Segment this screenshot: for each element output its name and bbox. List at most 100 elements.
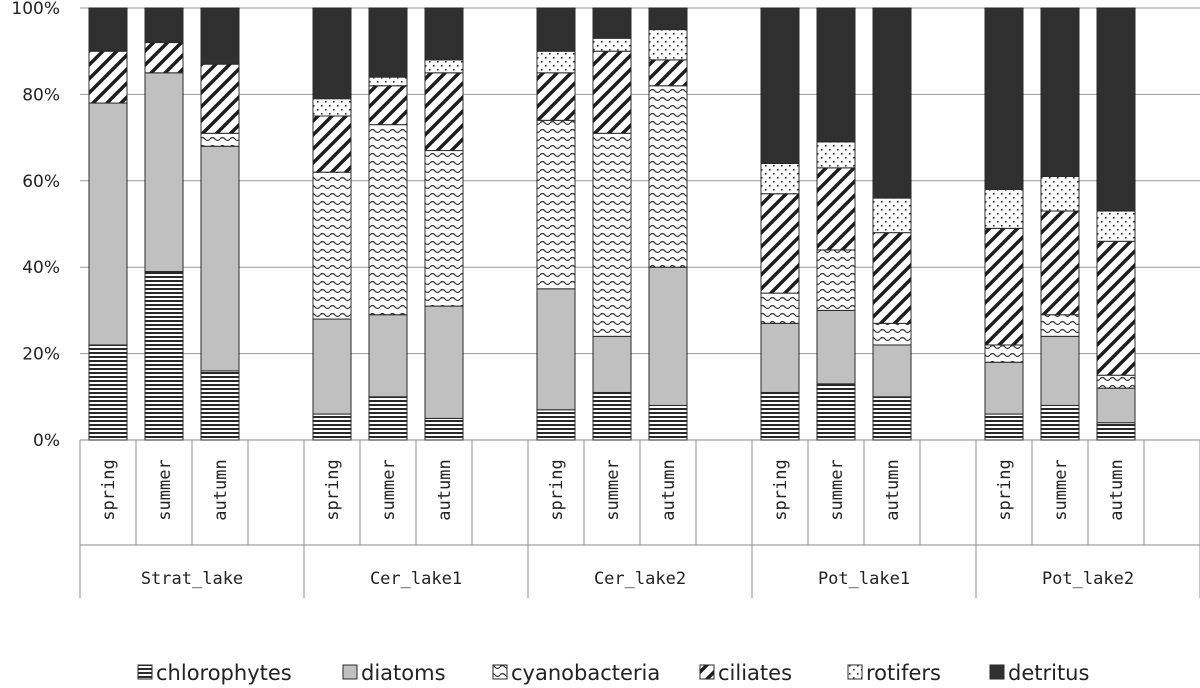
x-category-label: autumn [883, 459, 903, 520]
legend-swatch-detritus [989, 664, 1005, 680]
bar-segment-detritus [200, 7, 240, 65]
bar-segment-detritus [368, 7, 408, 78]
bar-segment-chlorophytes [1096, 422, 1136, 441]
bar-segment-rotifers [1040, 175, 1080, 212]
bar-segment-detritus [312, 7, 352, 100]
x-group-label: Cer_lake1 [370, 569, 462, 589]
legend-swatch-rotifers [847, 664, 863, 680]
y-tick-label: 80% [22, 85, 60, 105]
legend-swatch-cyanobacteria [492, 664, 508, 680]
bar-segment-cyanobacteria [1096, 374, 1136, 389]
bar-segment-cyanobacteria [536, 119, 576, 290]
x-category-label: spring [547, 459, 567, 520]
bar-segment-ciliates [368, 85, 408, 126]
x-category-label: summer [827, 459, 847, 520]
bar-segment-chlorophytes [984, 413, 1024, 441]
legend-swatch-chlorophytes [137, 664, 153, 680]
bar-segment-ciliates [88, 50, 128, 104]
bar-segment-detritus [144, 7, 184, 44]
bar-segment-rotifers [648, 29, 688, 61]
bar-segment-cyanobacteria [760, 292, 800, 324]
x-category-label: spring [99, 459, 119, 520]
legend-label: chlorophytes [156, 661, 292, 685]
bar-segment-detritus [536, 7, 576, 52]
x-group-label: Cer_lake2 [594, 569, 686, 589]
bar-segment-diatoms [536, 288, 576, 411]
legend-label: rotifers [866, 661, 941, 685]
bar-segment-ciliates [424, 72, 464, 152]
bar-segment-rotifers [816, 141, 856, 169]
bar-segment-diatoms [816, 309, 856, 385]
bar-segment-detritus [648, 7, 688, 31]
bar-segment-detritus [424, 7, 464, 61]
bar-segment-chlorophytes [200, 370, 240, 441]
bar-segment-diatoms [648, 266, 688, 406]
bar-segment-ciliates [984, 227, 1024, 346]
bar-segment-rotifers [536, 50, 576, 74]
bar-segment-chlorophytes [88, 344, 128, 441]
bar-segment-ciliates [312, 115, 352, 173]
legend: chlorophytes diatoms cyanobacteria ciliates… [137, 661, 1089, 685]
bar-segment-ciliates [1096, 240, 1136, 376]
bar-segment-cyanobacteria [816, 249, 856, 311]
bar-segment-ciliates [872, 232, 912, 324]
gridlines: 0% 20% 40% 60% 80% 100% [11, 0, 1200, 451]
bar-segment-rotifers [760, 163, 800, 195]
bar-segment-chlorophytes [368, 396, 408, 441]
bar-segment-cyanobacteria [424, 150, 464, 307]
x-category-label: autumn [1107, 459, 1127, 520]
bar-segment-chlorophytes [144, 271, 184, 441]
bar-segment-diatoms [368, 314, 408, 398]
bar-segment-chlorophytes [1040, 404, 1080, 441]
bar-segment-chlorophytes [592, 391, 632, 441]
bar-segment-rotifers [1096, 210, 1136, 242]
bar-segment-diatoms [88, 102, 128, 346]
bar-segment-ciliates [648, 59, 688, 87]
x-group-label: Pot_lake2 [1042, 569, 1134, 589]
bar-segment-detritus [816, 7, 856, 143]
bars [88, 7, 1136, 441]
bar-segment-ciliates [592, 50, 632, 134]
bar-segment-diatoms [1096, 387, 1136, 424]
bar-segment-rotifers [872, 197, 912, 234]
bar-segment-diatoms [200, 145, 240, 372]
bar-segment-diatoms [592, 335, 632, 393]
bar-segment-ciliates [200, 63, 240, 134]
bar-segment-ciliates [816, 167, 856, 251]
bar-segment-ciliates [144, 42, 184, 74]
bar-segment-cyanobacteria [200, 132, 240, 147]
y-tick-label: 0% [33, 431, 60, 451]
bar-segment-detritus [760, 7, 800, 165]
bar-segment-chlorophytes [760, 391, 800, 441]
bar-segment-chlorophytes [872, 396, 912, 441]
bar-segment-detritus [1096, 7, 1136, 212]
bar-segment-cyanobacteria [368, 124, 408, 316]
bar-segment-chlorophytes [648, 404, 688, 441]
y-tick-label: 60% [22, 172, 60, 192]
legend-label: ciliates [718, 661, 792, 685]
bar-segment-rotifers [312, 98, 352, 117]
y-tick-label: 20% [22, 345, 60, 365]
y-tick-label: 100% [11, 0, 60, 19]
bar-segment-chlorophytes [816, 383, 856, 441]
x-category-label: summer [603, 459, 623, 520]
bar-segment-chlorophytes [424, 417, 464, 441]
bar-segment-detritus [592, 7, 632, 39]
bar-segment-cyanobacteria [312, 171, 352, 320]
bar-segment-detritus [88, 7, 128, 52]
legend-label: diatoms [361, 661, 446, 685]
y-tick-label: 40% [22, 258, 60, 278]
bar-segment-cyanobacteria [592, 132, 632, 337]
bar-segment-rotifers [592, 37, 632, 52]
legend-swatch-diatoms [342, 664, 358, 680]
bar-segment-diatoms [144, 72, 184, 273]
x-category-label: spring [323, 459, 343, 520]
bar-segment-cyanobacteria [984, 344, 1024, 363]
bar-segment-cyanobacteria [872, 322, 912, 346]
x-category-label: autumn [435, 459, 455, 520]
bar-segment-diatoms [424, 305, 464, 419]
x-category-label: summer [379, 459, 399, 520]
legend-label: cyanobacteria [511, 661, 660, 685]
legend-label: detritus [1008, 661, 1089, 685]
